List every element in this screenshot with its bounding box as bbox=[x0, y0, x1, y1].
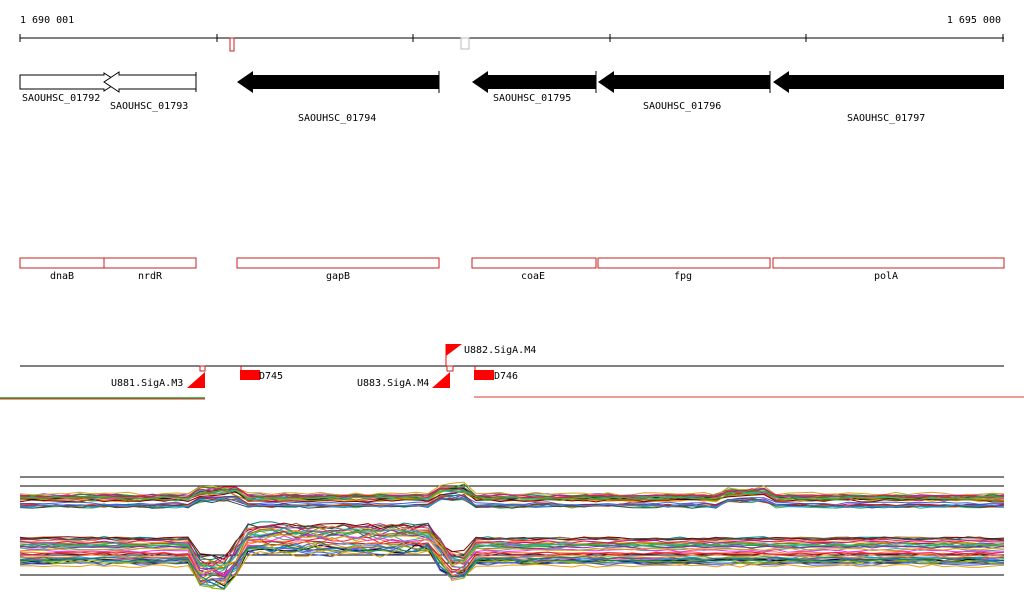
expression-line bbox=[19, 543, 1005, 582]
expression-lines-lower bbox=[19, 521, 1005, 591]
gene-box-fpg[interactable] bbox=[597, 257, 771, 269]
gene-box-coaE[interactable] bbox=[471, 257, 597, 269]
expression-lines-upper bbox=[19, 481, 1005, 509]
expression-line bbox=[19, 533, 1005, 574]
locus-track: SAOUHSC_01792 SAOUHSC_01793 SAOUHSC_0179… bbox=[19, 71, 1004, 124]
gene-label: nrdR bbox=[138, 271, 163, 282]
expression-line bbox=[19, 544, 1005, 589]
promoter-label: U882.SigA.M4 bbox=[464, 345, 536, 356]
expression-line bbox=[19, 486, 1005, 499]
expression-line bbox=[19, 524, 1005, 567]
expression-line bbox=[19, 532, 1005, 576]
locus-label: SAOUHSC_01792 bbox=[22, 93, 100, 104]
expression-line bbox=[19, 549, 1005, 587]
gene-label: gapB bbox=[326, 271, 350, 282]
promoter-flag[interactable] bbox=[432, 372, 450, 388]
locus-arrow-SAOUHSC_01794[interactable] bbox=[237, 71, 439, 93]
ruler-marker-red bbox=[229, 37, 235, 52]
expression-line bbox=[19, 544, 1005, 590]
expression-line bbox=[19, 539, 1005, 586]
locus-label: SAOUHSC_01793 bbox=[110, 101, 188, 112]
locus-label: SAOUHSC_01797 bbox=[847, 113, 925, 124]
expression-line bbox=[19, 530, 1005, 576]
expression-line bbox=[20, 522, 1005, 565]
coordinate-ruler: 1 690 001 1 695 000 bbox=[19, 15, 1004, 52]
terminator-label: D746 bbox=[494, 371, 518, 382]
gene-box-dnaB[interactable] bbox=[19, 257, 105, 269]
promoter-label: U881.SigA.M3 bbox=[111, 378, 183, 389]
expression-line bbox=[19, 541, 1005, 584]
expression-profile-track-bottom bbox=[19, 521, 1005, 591]
gene-label: polA bbox=[874, 271, 898, 282]
locus-arrow-SAOUHSC_01797[interactable] bbox=[773, 71, 1004, 93]
terminator-block[interactable] bbox=[474, 370, 494, 380]
terminator-block[interactable] bbox=[240, 370, 260, 380]
expression-profile-track-top bbox=[19, 476, 1005, 509]
gene-label: coaE bbox=[521, 271, 545, 282]
locus-arrow-SAOUHSC_01795[interactable] bbox=[472, 71, 596, 93]
regulatory-feature-track: U881.SigA.M3 D745 U883.SigA.M4 U882.SigA… bbox=[0, 344, 1024, 400]
expression-line bbox=[19, 489, 1005, 500]
gene-name-track: dnaB nrdR gapB coaE fpg polA bbox=[19, 257, 1005, 282]
expression-line bbox=[19, 534, 1005, 578]
ruler-end-label: 1 695 000 bbox=[947, 15, 1001, 26]
expression-line bbox=[19, 481, 1005, 496]
gene-label: dnaB bbox=[50, 271, 74, 282]
locus-label: SAOUHSC_01795 bbox=[493, 93, 571, 104]
promoter-flag[interactable] bbox=[446, 344, 462, 356]
gene-box-polA[interactable] bbox=[772, 257, 1005, 269]
locus-label: SAOUHSC_01796 bbox=[643, 101, 721, 112]
promoter-flag[interactable] bbox=[187, 372, 205, 388]
ruler-start-label: 1 690 001 bbox=[20, 15, 74, 26]
locus-arrow-SAOUHSC_01796[interactable] bbox=[598, 71, 770, 93]
expression-line bbox=[19, 525, 1004, 568]
gene-box-gapB[interactable] bbox=[236, 257, 440, 269]
promoter-label: U883.SigA.M4 bbox=[357, 378, 429, 389]
expression-line bbox=[19, 536, 1005, 578]
expression-line bbox=[19, 496, 1005, 508]
promoter-site-box bbox=[446, 365, 454, 372]
expression-line bbox=[19, 527, 1005, 568]
ruler-marker-grey bbox=[460, 37, 470, 50]
terminator-label: D745 bbox=[259, 371, 283, 382]
locus-label: SAOUHSC_01794 bbox=[298, 113, 376, 124]
gene-box-nrdR[interactable] bbox=[103, 257, 197, 269]
promoter-site-box bbox=[199, 365, 206, 372]
gene-label: fpg bbox=[674, 271, 692, 282]
locus-arrow-SAOUHSC_01793[interactable] bbox=[103, 71, 197, 93]
